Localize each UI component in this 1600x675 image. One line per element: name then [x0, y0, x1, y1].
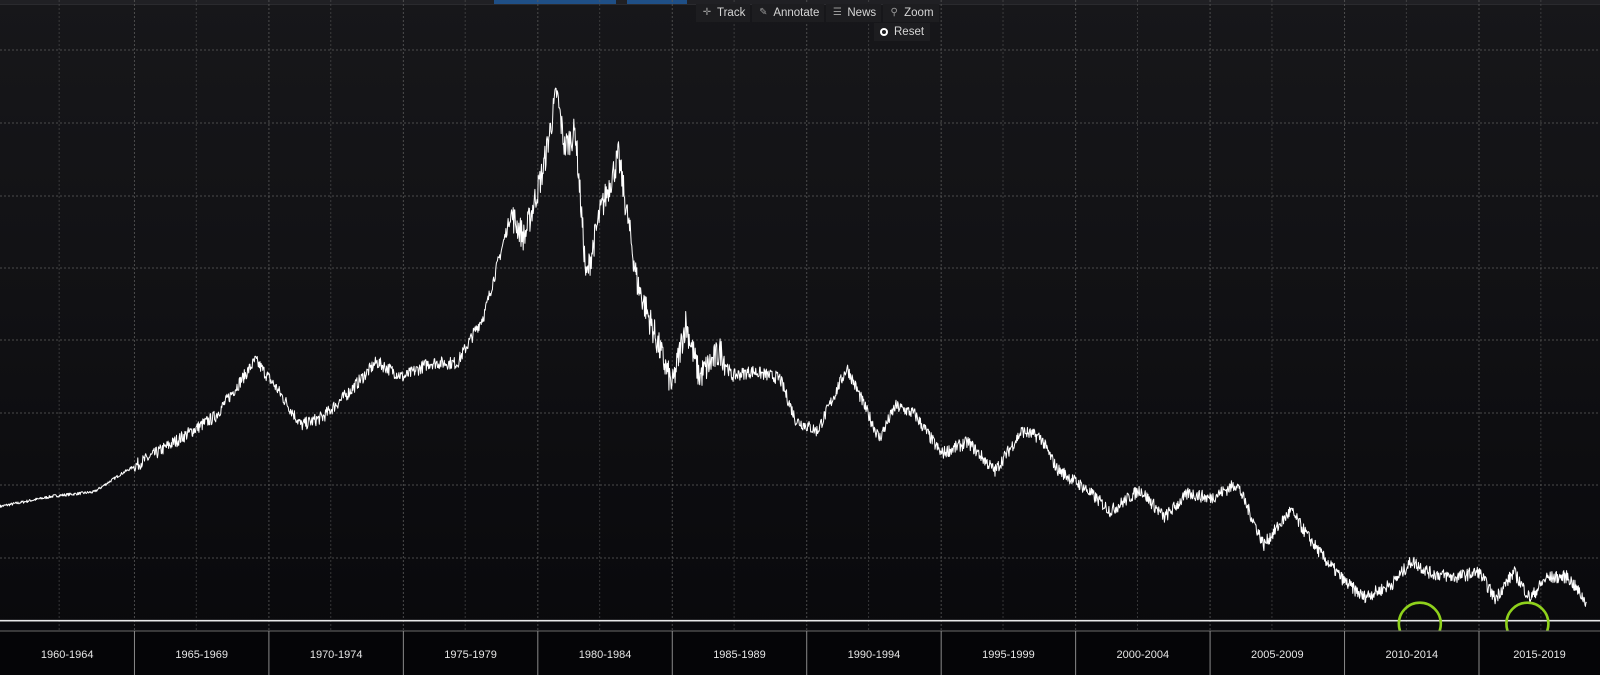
track-button[interactable]: ✛ Track — [696, 4, 751, 22]
x-tick-label: 1990-1994 — [848, 649, 901, 661]
news-label: News — [847, 7, 877, 19]
x-tick-label: 1980-1984 — [579, 649, 632, 661]
x-tick-label: 2005-2009 — [1251, 649, 1304, 661]
radio-dot-icon — [880, 28, 888, 36]
x-axis-band — [0, 631, 1600, 675]
annotate-label: Annotate — [773, 7, 820, 19]
x-tick-label: 1965-1969 — [175, 649, 228, 661]
reset-label: Reset — [894, 26, 925, 38]
news-button[interactable]: ☰ News — [826, 4, 882, 22]
magnifier-icon: ⚲ — [890, 7, 898, 18]
zoom-label: Zoom — [904, 7, 934, 19]
top-tab-secondary[interactable] — [627, 0, 687, 4]
pencil-icon: ✎ — [759, 7, 768, 18]
top-tab-active[interactable] — [494, 0, 616, 4]
x-tick-label: 1995-1999 — [982, 649, 1035, 661]
x-tick-label: 1960-1964 — [41, 649, 94, 661]
news-icon: ☰ — [832, 7, 842, 18]
track-label: Track — [717, 7, 746, 19]
zoom-button[interactable]: ⚲ Zoom — [883, 4, 939, 22]
chart-toolbar: ✛ Track ✎ Annotate ☰ News ⚲ Zoom — [696, 4, 939, 22]
series-line — [0, 87, 1587, 607]
x-tick-label: 1970-1974 — [310, 649, 363, 661]
x-tick-label: 2000-2004 — [1117, 649, 1170, 661]
x-tick-label: 2010-2014 — [1385, 649, 1438, 661]
x-tick-label: 2015-2019 — [1513, 649, 1566, 661]
annotate-button[interactable]: ✎ Annotate — [752, 4, 825, 22]
x-tick-label: 1975-1979 — [444, 649, 497, 661]
x-tick-label: 1985-1989 — [713, 649, 766, 661]
crosshair-icon: ✛ — [702, 7, 712, 18]
reset-button[interactable]: Reset — [874, 23, 931, 41]
